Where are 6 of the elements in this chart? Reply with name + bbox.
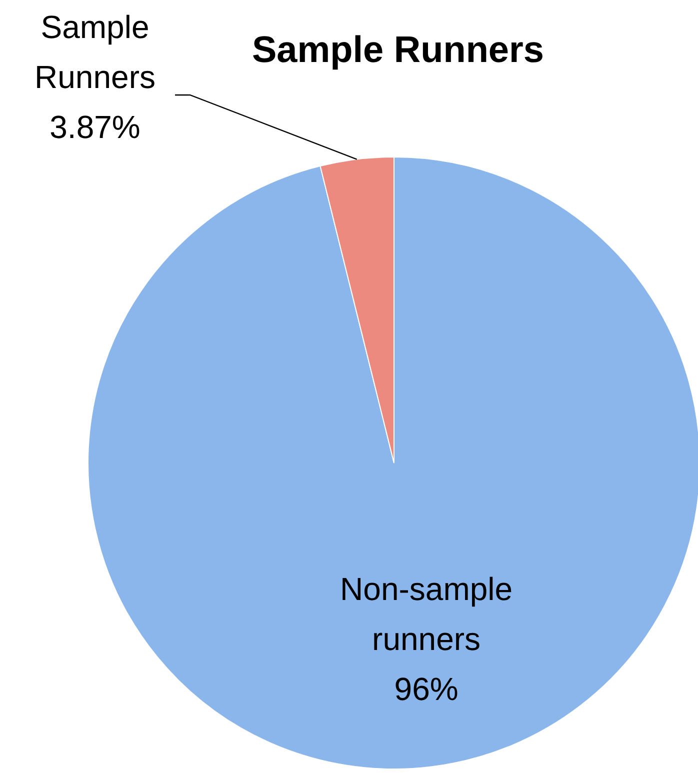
data-label: 3.87% bbox=[50, 109, 140, 145]
chart-title: Sample Runners bbox=[252, 29, 544, 70]
slice-label: Non-sample runners bbox=[340, 571, 513, 658]
slice-label: Sample Runners bbox=[34, 9, 156, 95]
pie-slice bbox=[88, 156, 698, 769]
data-label: 96% bbox=[394, 671, 458, 708]
